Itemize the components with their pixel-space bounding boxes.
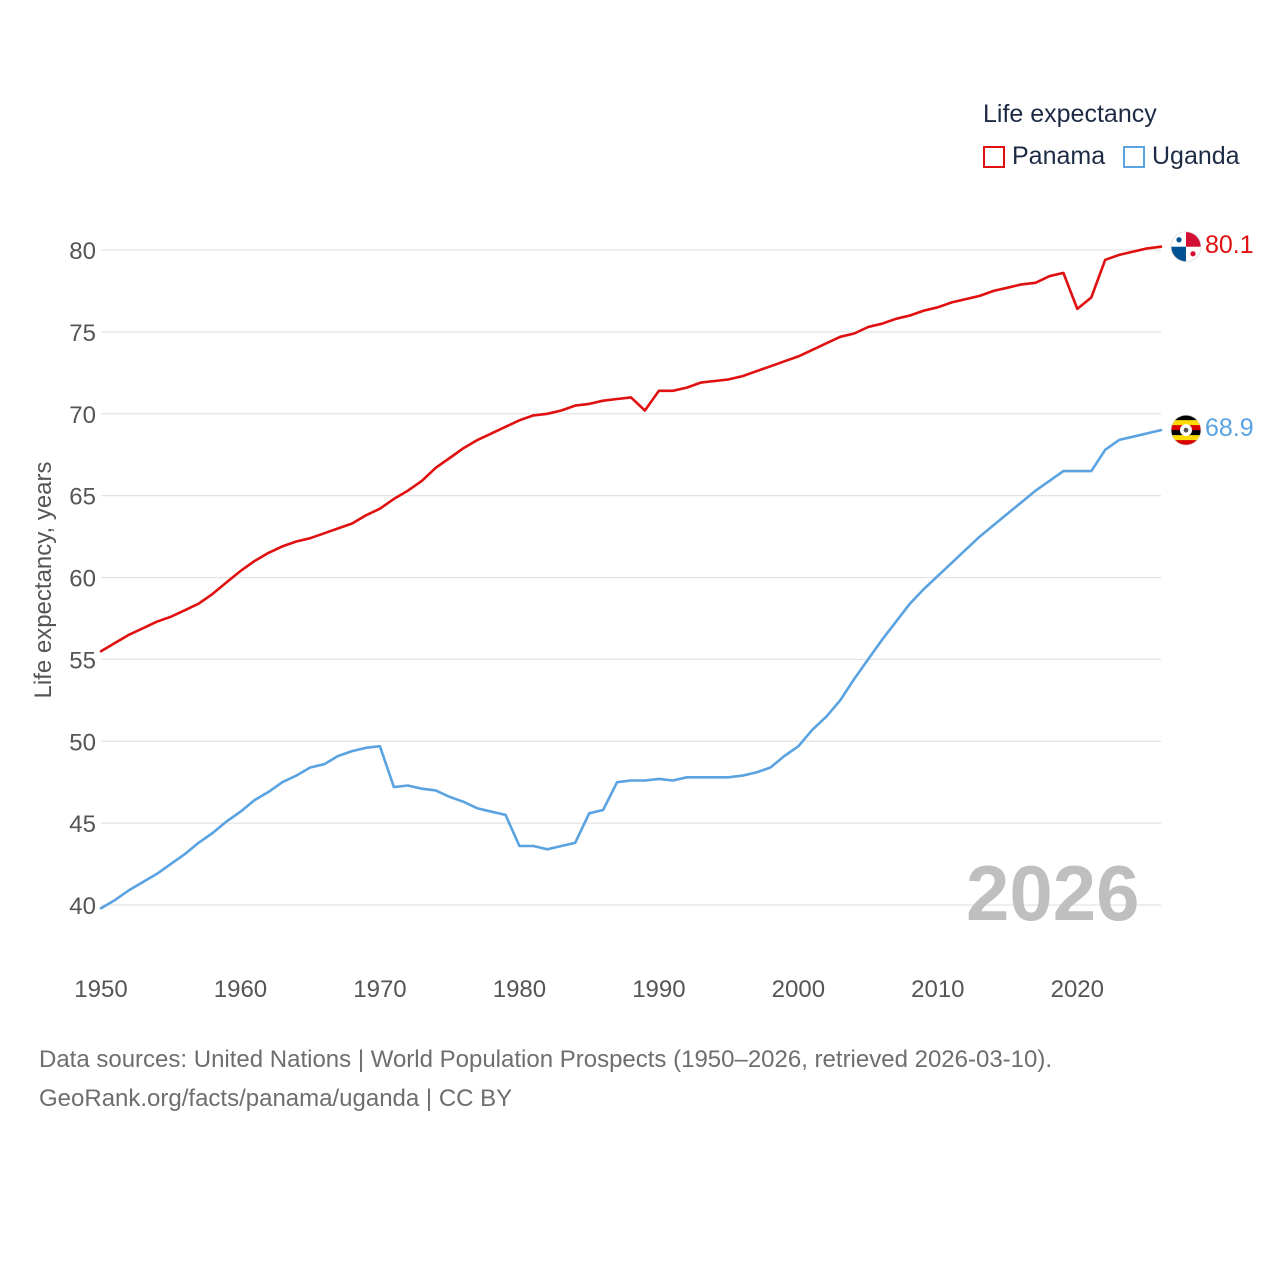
x-tick-label: 1970 (353, 976, 406, 1003)
y-tick-label: 75 (69, 320, 96, 347)
y-tick-label: 55 (69, 647, 96, 674)
end-markers (1170, 231, 1202, 446)
x-tick-label: 1950 (74, 976, 127, 1003)
footer-credit: GeoRank.org/facts/panama/uganda | CC BY (39, 1085, 513, 1112)
y-tick-label: 65 (69, 484, 96, 511)
series-line-panama[interactable] (99, 245, 1163, 653)
y-tick-label: 50 (69, 729, 96, 756)
x-tick-label: 1980 (493, 976, 546, 1003)
y-tick-label: 40 (69, 893, 96, 920)
legend-item-uganda[interactable]: Uganda (1123, 142, 1240, 171)
x-tick-label: 2010 (911, 976, 964, 1003)
y-tick-label: 80 (69, 238, 96, 265)
x-axis-ticks: 1950 1960 1970 1980 1990 2000 2010 2020 (74, 976, 1104, 1003)
end-label-panama: 80.1 (1205, 231, 1254, 259)
year-overlay: 2026 (966, 849, 1140, 937)
legend-title: Life expectancy (983, 100, 1157, 128)
x-tick-label: 1990 (632, 976, 685, 1003)
y-tick-label: 70 (69, 402, 96, 429)
series-line-uganda[interactable] (99, 428, 1163, 910)
y-tick-label: 60 (69, 566, 96, 593)
y-axis-label: Life expectancy, years (30, 461, 57, 698)
panama-flag-icon (1170, 231, 1202, 263)
legend-item-panama[interactable]: Panama (983, 142, 1105, 171)
footer-sources: Data sources: United Nations | World Pop… (39, 1046, 1053, 1073)
y-tick-label: 45 (69, 811, 96, 838)
y-axis-ticks: 40 45 50 55 60 65 70 75 80 (69, 238, 96, 920)
end-label-uganda: 68.9 (1205, 414, 1254, 442)
grid-lines (101, 249, 1161, 906)
legend-swatch-panama (983, 145, 1005, 168)
x-tick-label: 2000 (772, 976, 825, 1003)
uganda-flag-icon (1170, 414, 1202, 446)
x-tick-label: 1960 (214, 976, 267, 1003)
series-lines (99, 245, 1163, 910)
legend-label-uganda: Uganda (1152, 142, 1240, 170)
legend-label-panama: Panama (1012, 142, 1106, 170)
x-tick-label: 2020 (1051, 976, 1104, 1003)
legend-swatch-uganda (1123, 145, 1145, 168)
